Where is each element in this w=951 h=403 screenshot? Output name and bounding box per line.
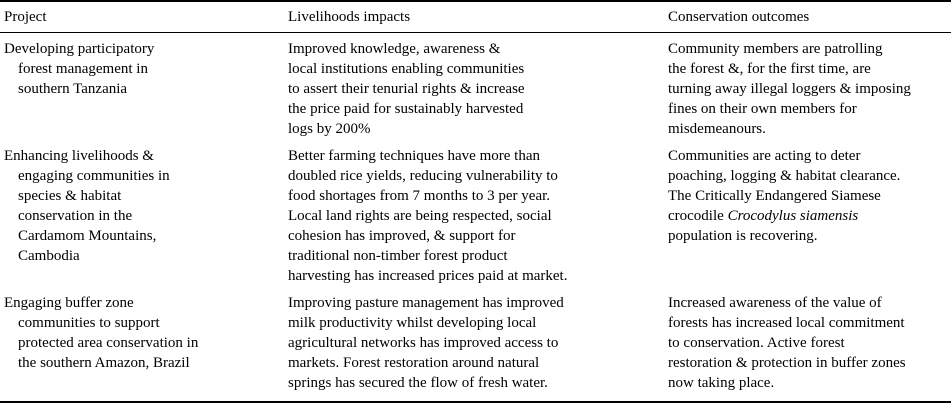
header-cell-conservation-outcomes: Conservation outcomes — [668, 9, 810, 25]
species-name-italic: Crocodylus siamensis — [727, 208, 859, 224]
cell-livelihoods-cambodia: Better farming techniques have more than… — [288, 148, 568, 284]
conservation-text-before-species: Communities are acting to deter poaching… — [668, 148, 901, 224]
cell-project-cambodia: Enhancing livelihoods & engaging communi… — [4, 148, 170, 264]
cell-conservation-brazil: Increased awareness of the value of fore… — [668, 295, 906, 391]
table-row-cambodia: Enhancing livelihoods & engaging communi… — [0, 146, 951, 286]
cell-conservation-cambodia: Communities are acting to deter poaching… — [664, 146, 951, 286]
table-row-tanzania: Developing participatory forest manageme… — [0, 39, 951, 139]
table-row-brazil: Engaging buffer zone communities to supp… — [0, 293, 951, 393]
cell-project-tanzania: Developing participatory forest manageme… — [4, 41, 155, 97]
cell-livelihoods-tanzania: Improved knowledge, awareness & local in… — [288, 41, 525, 137]
header-cell-project: Project — [4, 9, 47, 25]
conservation-text-after-species: population is recovering. — [668, 228, 818, 244]
cell-livelihoods-brazil: Improving pasture management has improve… — [288, 295, 564, 391]
header-cell-livelihoods-impacts: Livelihoods impacts — [288, 9, 411, 25]
table-body: Developing participatory forest manageme… — [0, 33, 951, 401]
cell-project-brazil: Engaging buffer zone communities to supp… — [4, 295, 199, 371]
table-header-row: Project Livelihoods impacts Conservation… — [0, 2, 951, 33]
cell-conservation-tanzania: Community members are patrolling the for… — [668, 41, 911, 137]
